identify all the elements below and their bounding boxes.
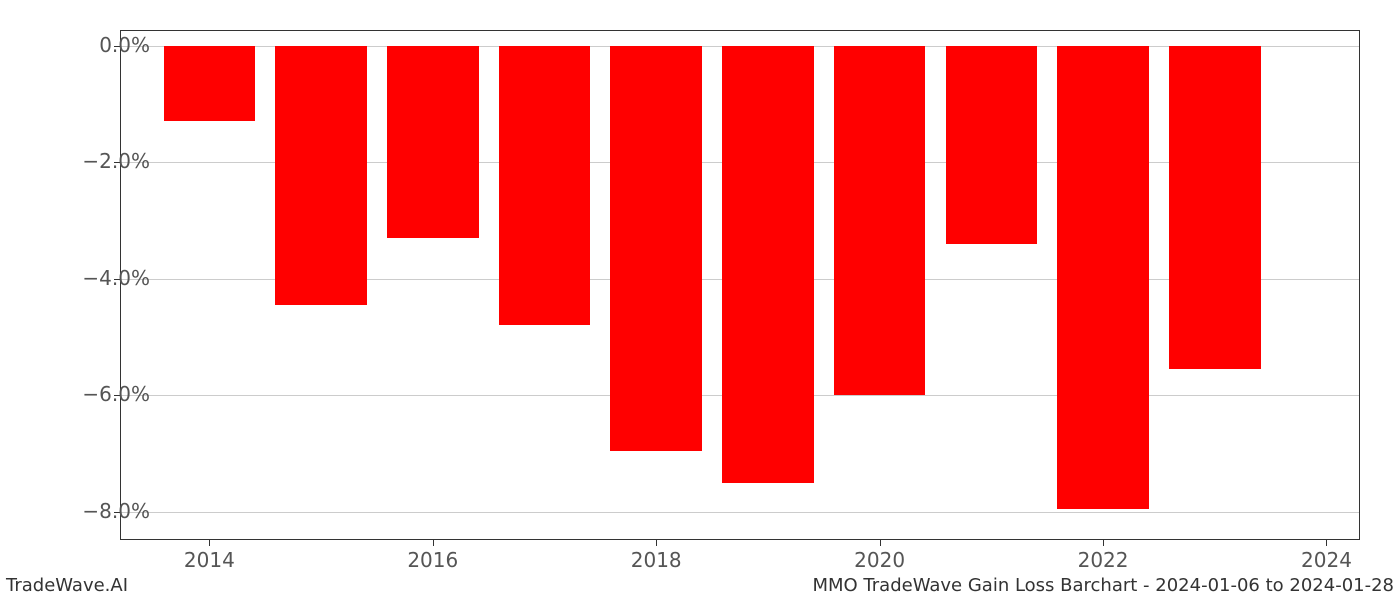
xtick-mark xyxy=(433,540,434,546)
bar xyxy=(275,46,367,305)
ytick-label: −6.0% xyxy=(40,382,150,406)
footer-right-text: MMO TradeWave Gain Loss Barchart - 2024-… xyxy=(812,575,1394,596)
xtick-label: 2022 xyxy=(1078,548,1129,572)
footer-left-text: TradeWave.AI xyxy=(6,575,128,596)
xtick-mark xyxy=(656,540,657,546)
xtick-mark xyxy=(880,540,881,546)
ytick-label: −2.0% xyxy=(40,149,150,173)
axis-spine-bottom xyxy=(120,539,1359,540)
bar xyxy=(1169,46,1261,369)
ytick-label: 0.0% xyxy=(40,33,150,57)
bar xyxy=(946,46,1038,244)
chart-plot-area xyxy=(120,30,1360,540)
bar xyxy=(387,46,479,238)
bar xyxy=(1057,46,1149,509)
bar xyxy=(164,46,256,122)
bar xyxy=(722,46,814,483)
xtick-label: 2018 xyxy=(631,548,682,572)
ytick-label: −4.0% xyxy=(40,266,150,290)
bar xyxy=(499,46,591,326)
xtick-mark xyxy=(1103,540,1104,546)
bar xyxy=(610,46,702,451)
xtick-label: 2024 xyxy=(1301,548,1352,572)
xtick-label: 2020 xyxy=(854,548,905,572)
xtick-mark xyxy=(1326,540,1327,546)
xtick-label: 2014 xyxy=(184,548,235,572)
gridline xyxy=(120,512,1359,513)
xtick-label: 2016 xyxy=(407,548,458,572)
ytick-label: −8.0% xyxy=(40,499,150,523)
bar xyxy=(834,46,926,396)
plot-rect xyxy=(120,30,1360,540)
xtick-mark xyxy=(209,540,210,546)
